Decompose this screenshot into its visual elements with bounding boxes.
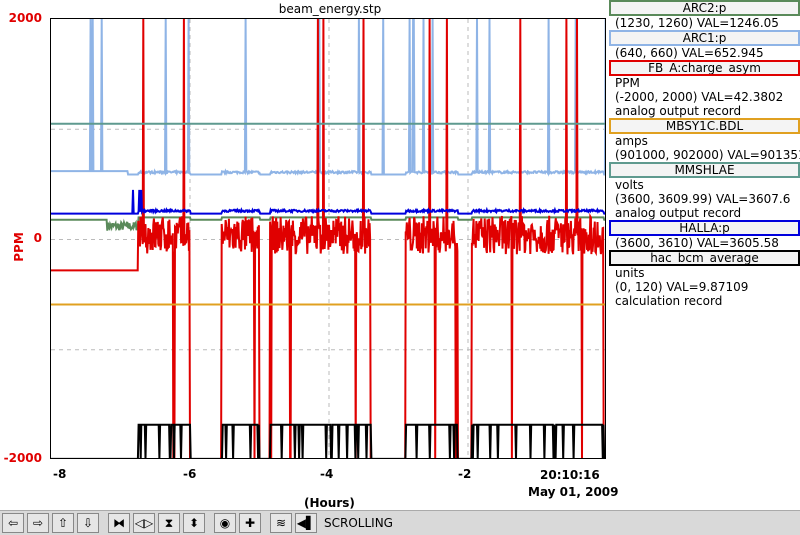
add-button[interactable]: ✚ [239, 513, 261, 533]
current-time-label: 20:10:16 [540, 468, 600, 482]
legend-item-mbsy1c-bdl[interactable]: MBSY1C.BDL [609, 118, 800, 134]
zoom-out-y-button[interactable]: ⬍ [183, 513, 205, 533]
current-date-label: May 01, 2009 [528, 485, 619, 499]
legend-item-hac-bcm-average[interactable]: hac_bcm_average [609, 250, 800, 266]
x-tick-minus-6: -6 [183, 467, 197, 481]
legend-item-mmshlae[interactable]: MMSHLAE [609, 162, 800, 178]
y-axis-label: PPM [12, 232, 26, 262]
legend-detail-line: (3600, 3609.99) VAL=3607.6 [615, 192, 791, 206]
expand-x-icon: ◁▷ [134, 516, 154, 530]
legend-panel: ARC2:p (1230, 1260) VAL=1246.05 ARC1:p (640… [609, 0, 800, 308]
scroll-down-button[interactable]: ⇩ [77, 513, 99, 533]
play-back-icon: ◀▌ [296, 516, 316, 530]
legend-detail-line: amps [615, 134, 648, 148]
plus-icon: ✚ [244, 516, 256, 530]
legend-item-arc2-p[interactable]: ARC2:p [609, 0, 800, 16]
arrow-up-icon: ⇧ [57, 516, 69, 530]
arrow-left-icon: ⇦ [7, 516, 19, 530]
y-tick-zero: 0 [33, 231, 42, 245]
legend-item-arc1-p[interactable]: ARC1:p [609, 30, 800, 46]
legend-detail-line: units [615, 266, 645, 280]
legend-detail-line: PPM [615, 76, 640, 90]
legend-detail-line: (1230, 1260) VAL=1246.05 [615, 16, 779, 30]
zoom-in-x-button[interactable]: ⧓ [108, 513, 130, 533]
toolbar: ⇦ ⇨ ⇧ ⇩ ⧓ ◁▷ ⧗ ⬍ ◉ ✚ ≋ ◀▌ SCROLLING [0, 510, 800, 535]
legend-item-fb-a-charge-asym[interactable]: FB_A:charge_asym [609, 60, 800, 76]
x-axis-label: (Hours) [304, 496, 355, 510]
legend-detail-line: analog output record [615, 104, 742, 118]
status-text: SCROLLING [324, 516, 393, 530]
trace-halla-p [51, 189, 605, 216]
legend-detail-line: calculation record [615, 294, 723, 308]
chart-svg [51, 19, 605, 458]
legend-detail-line: (901000, 902000) VAL=901351 [615, 148, 800, 162]
x-tick-minus-2: -2 [458, 467, 472, 481]
legend-detail-line: (-2000, 2000) VAL=42.3802 [615, 90, 784, 104]
zoom-in-y-button[interactable]: ⧗ [158, 513, 180, 533]
arrow-down-icon: ⇩ [82, 516, 94, 530]
trace-fb-a-charge-asym [51, 19, 605, 458]
x-tick-minus-8: -8 [53, 467, 67, 481]
reset-button[interactable]: ◉ [214, 513, 236, 533]
strip-chart-plot[interactable] [50, 18, 606, 459]
legend-item-halla-p[interactable]: HALLA:p [609, 220, 800, 236]
legend-detail-line: (3600, 3610) VAL=3605.58 [615, 236, 779, 250]
legend-detail-line: (640, 660) VAL=652.945 [615, 46, 764, 60]
expand-y-icon: ⬍ [188, 516, 200, 530]
trace-hac-bcm-average [51, 423, 605, 458]
autoscale-button[interactable]: ≋ [270, 513, 292, 533]
scroll-right-button[interactable]: ⇨ [27, 513, 49, 533]
legend-detail-line: (0, 120) VAL=9.87109 [615, 280, 749, 294]
target-icon: ◉ [219, 516, 231, 530]
plot-title: beam_energy.stp [278, 2, 382, 16]
scroll-up-button[interactable]: ⇧ [52, 513, 74, 533]
y-tick-min: -2000 [3, 451, 42, 465]
compress-x-icon: ⧓ [113, 516, 125, 530]
arrow-right-icon: ⇨ [32, 516, 44, 530]
play-back-button[interactable]: ◀▌ [295, 513, 317, 533]
legend-detail-line: volts [615, 178, 644, 192]
legend-detail-line: analog output record [615, 206, 742, 220]
x-tick-minus-4: -4 [320, 467, 334, 481]
zoom-out-x-button[interactable]: ◁▷ [133, 513, 155, 533]
trace-arc1-p [51, 19, 605, 177]
compress-y-icon: ⧗ [164, 516, 174, 530]
y-tick-max: 2000 [8, 11, 42, 25]
scroll-left-button[interactable]: ⇦ [2, 513, 24, 533]
autoscale-icon: ≋ [275, 516, 287, 530]
